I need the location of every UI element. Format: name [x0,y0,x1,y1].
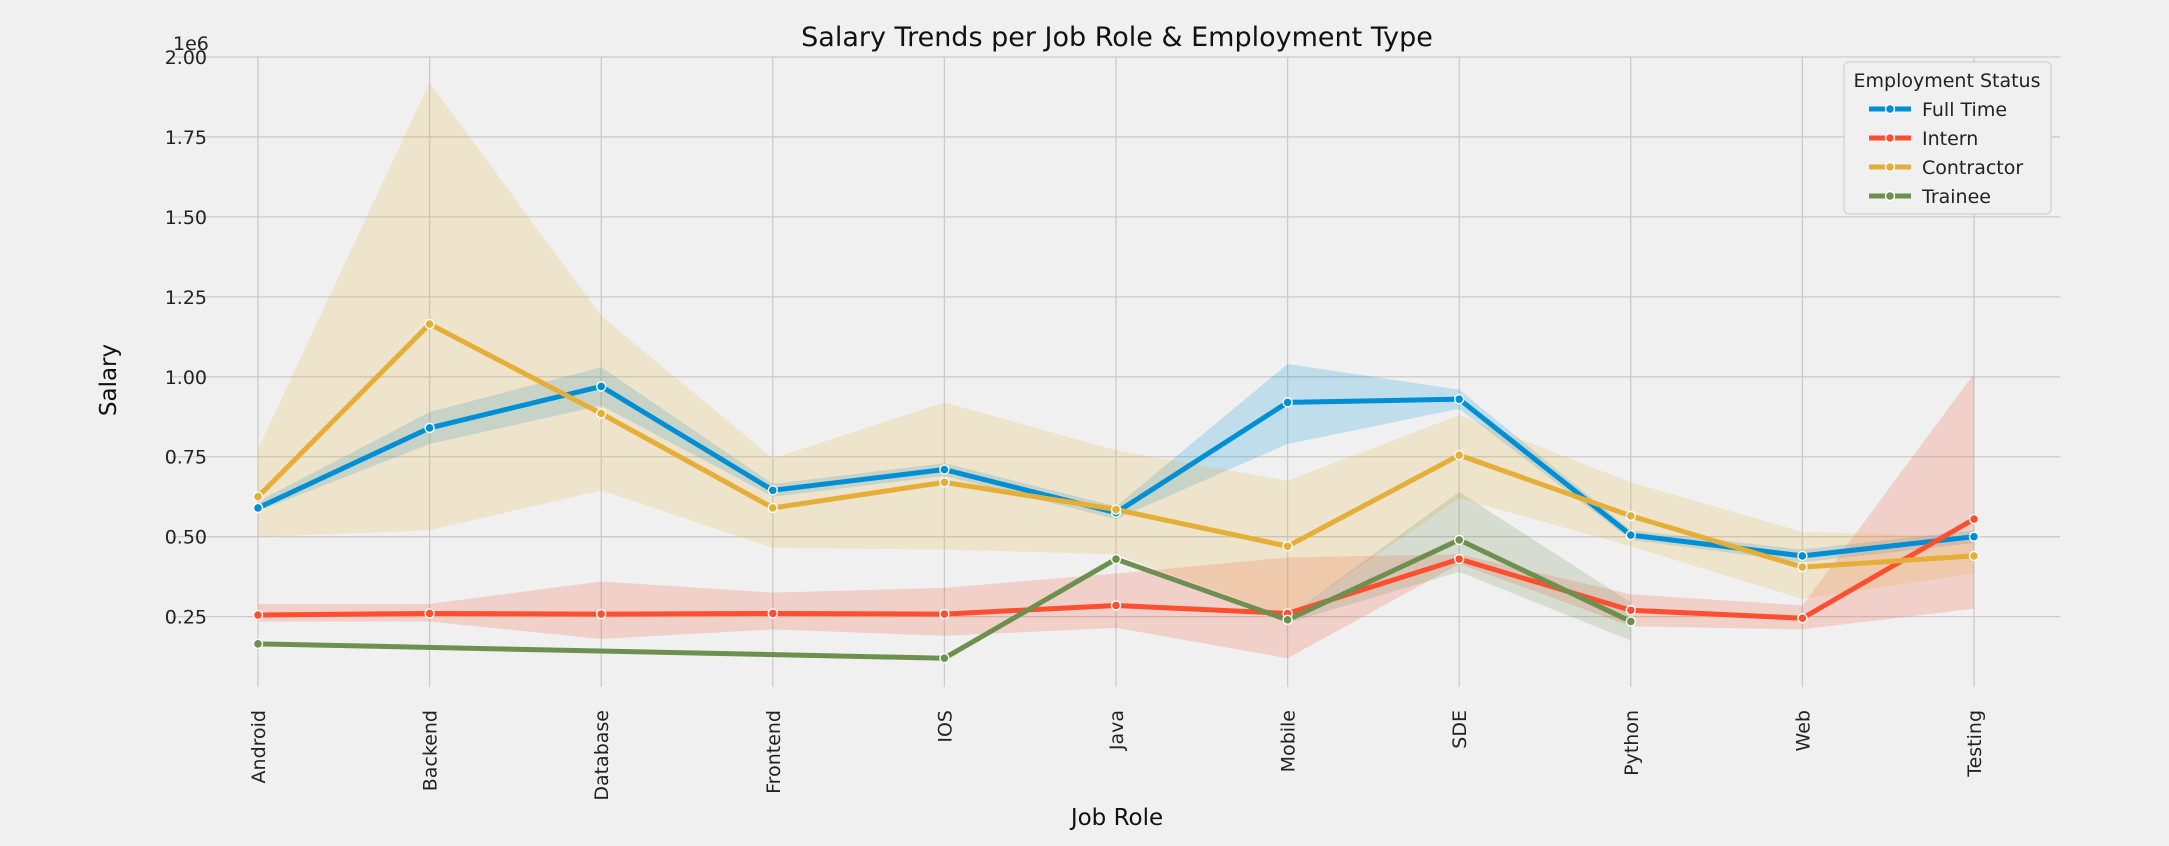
x-tick-label: SDE [1449,710,1471,749]
y-tick-label: 1.75 [165,127,207,149]
trainee-point [939,653,950,664]
legend-label-trainee: Trainee [1921,186,1991,208]
contractor-point [1282,541,1293,552]
x-axis-label: Job Role [1069,805,1163,831]
trainee-point [1453,534,1465,546]
intern-point [1797,613,1808,624]
x-tick-label: Mobile [1278,710,1300,772]
full-time-point [424,422,435,434]
y-tick-label: 1.00 [165,367,207,389]
trainee-point [1110,553,1122,565]
full-time-point [939,464,950,475]
full-time-point [1453,393,1465,405]
y-tick-labels: 0.25 0.50 0.75 1.00 1.25 1.50 1.75 2.00 [165,47,207,629]
contractor-point [767,502,778,514]
intern-point [1110,600,1122,611]
legend-marker-full-time [1884,103,1896,115]
intern-point [767,608,778,619]
full-time-point [1282,397,1293,408]
y-tick-label: 1.25 [165,287,207,309]
intern-point [596,608,607,620]
contractor-point [1797,561,1808,573]
contractor-point [252,491,264,502]
legend-label-contractor: Contractor [1922,157,2023,179]
x-tick-labels: Android Backend Database Frontend IOS Java Mob… [248,710,1986,801]
intern-point [1968,513,1980,525]
trainee-point [252,638,264,650]
x-tick-label: Frontend [763,710,785,794]
legend-items: Full Time Intern Contractor Trainee [1869,99,2023,208]
full-time-point [1797,550,1808,562]
x-tick-label: Python [1621,710,1643,776]
full-time-point [767,485,778,496]
full-time-point [252,502,264,514]
x-tick-label: Database [591,710,613,801]
legend-marker-trainee [1884,190,1896,202]
contractor-point [939,477,950,488]
series-markers [252,318,1980,664]
x-tick-label: Android [248,710,270,783]
y-axis-label: Salary [96,344,122,416]
contractor-point [424,318,435,330]
trainee-point [1282,614,1293,626]
x-tick-label: Java [1106,710,1128,751]
intern-point [252,609,264,621]
y-tick-label: 2.00 [165,47,207,69]
intern-point [424,608,435,619]
full-time-point [1968,531,1980,542]
grid [172,56,2060,687]
legend-marker-intern [1884,132,1896,144]
x-tick-label: IOS [934,710,956,743]
intern-point [939,608,950,620]
y-tick-label: 0.25 [165,607,207,629]
legend-title: Employment Status [1854,70,2041,92]
intern-point [1625,605,1637,616]
legend-frame [1843,61,2052,215]
contractor-point [1968,550,1980,562]
x-tick-label: Backend [420,710,442,791]
legend-label-intern: Intern [1922,128,1978,150]
legend: Employment Status Full Time Intern Contrac… [1843,61,2052,215]
legend-marker-contractor [1884,161,1896,173]
intern-point [1453,553,1465,565]
full-time-point [1625,529,1637,541]
y-tick-label: 0.50 [165,527,207,549]
x-tick-label: Web [1792,710,1814,751]
contractor-point [1453,449,1465,461]
y-offset-label: 1e6 [173,33,209,55]
y-tick-label: 1.50 [165,207,207,229]
full-time-point [596,381,607,392]
contractor-point [596,408,607,419]
trainee-line [255,537,1634,661]
x-tick-label: Testing [1964,710,1986,778]
trainee-point [1625,616,1637,627]
legend-label-full-time: Full Time [1922,99,2007,121]
contractor-point [1625,510,1637,522]
contractor-point [1110,504,1122,515]
y-tick-label: 0.75 [165,447,207,469]
chart-title: Salary Trends per Job Role & Employment … [801,22,1433,53]
